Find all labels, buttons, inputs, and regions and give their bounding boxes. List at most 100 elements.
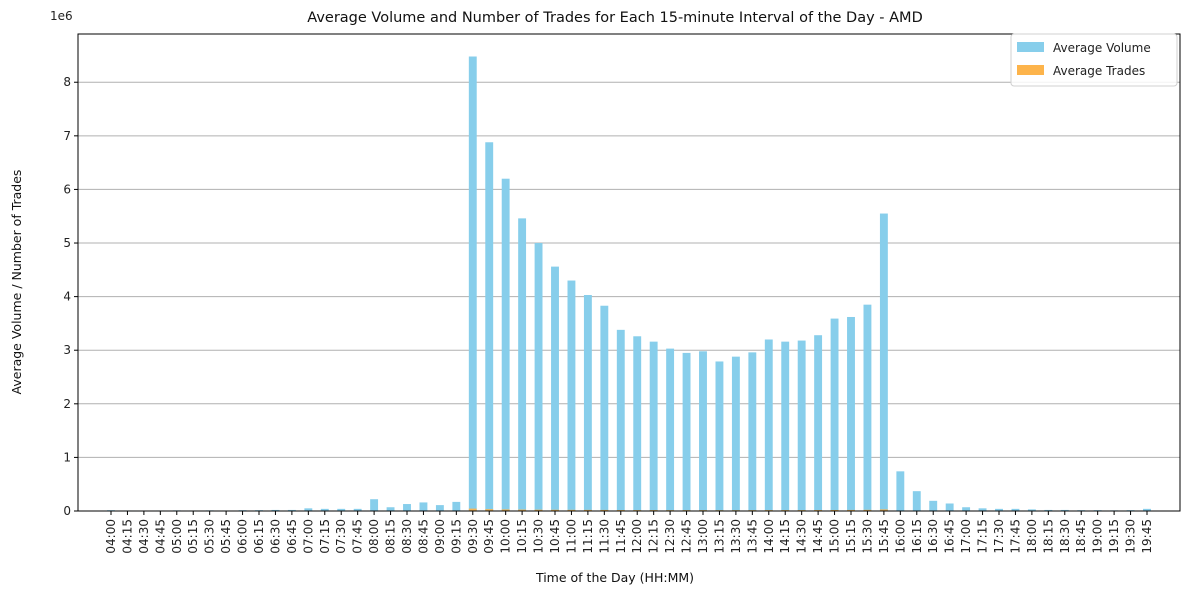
x-tick-label: 19:15 <box>1107 519 1121 554</box>
bar-average-trades <box>847 509 855 511</box>
bar-average-volume <box>583 295 592 511</box>
bar-average-volume <box>452 501 461 511</box>
bar-average-volume <box>616 329 625 511</box>
x-tick-label: 09:30 <box>466 519 480 554</box>
x-tick-label: 07:45 <box>351 519 365 554</box>
bar-average-volume <box>1143 508 1151 511</box>
bar-average-volume <box>649 341 658 511</box>
bar-average-trades <box>534 509 543 511</box>
x-tick-label: 11:45 <box>614 519 628 554</box>
x-tick-label: 09:00 <box>433 519 447 554</box>
x-tick-label: 04:45 <box>153 519 167 554</box>
bar-average-volume <box>1027 509 1036 511</box>
bar-average-volume <box>879 213 888 512</box>
x-tick-label: 07:00 <box>301 519 315 554</box>
x-tick-label: 10:45 <box>548 519 562 554</box>
x-tick-label: 14:00 <box>762 519 776 554</box>
x-tick-label: 17:45 <box>1008 519 1022 554</box>
x-tick-label: 07:30 <box>334 519 348 554</box>
grid-lines <box>78 81 1180 512</box>
y-axis-scale-note: 1e6 <box>50 9 73 23</box>
x-tick-label: 17:00 <box>959 519 973 554</box>
bar-average-volume <box>715 361 724 511</box>
bar-average-volume <box>419 502 428 511</box>
legend-label-average-trades: Average Trades <box>1053 64 1145 78</box>
bar-average-volume <box>1011 508 1020 511</box>
x-tick-label: 19:45 <box>1140 519 1154 554</box>
bar-average-volume <box>682 352 691 511</box>
bar-average-volume <box>370 499 379 511</box>
x-tick-label: 10:15 <box>515 519 529 554</box>
bar-average-volume <box>995 508 1003 511</box>
x-tick-label: 12:30 <box>663 519 677 554</box>
x-tick-label: 08:00 <box>367 519 381 554</box>
x-tick-label: 18:30 <box>1058 519 1072 554</box>
x-tick-label: 13:15 <box>712 519 726 554</box>
x-tick-label: 08:30 <box>400 519 414 554</box>
x-tick-label: 12:00 <box>630 519 644 554</box>
x-tick-label: 18:15 <box>1041 519 1055 554</box>
x-tick-label: 05:30 <box>203 519 217 554</box>
bar-average-volume <box>929 500 938 511</box>
x-tick-label: 06:30 <box>268 519 282 554</box>
x-tick-label: 16:15 <box>910 519 924 554</box>
legend-swatch-average-volume <box>1017 42 1044 52</box>
legend: Average Volume Average Trades <box>1010 33 1178 87</box>
x-tick-label: 15:30 <box>860 519 874 554</box>
bar-average-trades <box>518 509 527 511</box>
x-tick-label: 11:30 <box>597 519 611 554</box>
x-tick-label: 16:45 <box>943 519 957 554</box>
x-tick-label: 19:30 <box>1124 519 1138 554</box>
x-tick-label: 05:00 <box>170 519 184 554</box>
bar-average-volume <box>830 318 839 511</box>
bar-average-volume <box>501 178 510 511</box>
x-tick-label: 09:15 <box>449 519 463 554</box>
x-tick-label: 14:15 <box>778 519 792 554</box>
y-axis-label: Average Volume / Number of Trades <box>9 170 24 395</box>
bar-average-volume <box>1044 509 1053 511</box>
bar-average-volume <box>386 507 395 511</box>
y-tick-label: 5 <box>63 236 71 250</box>
x-tick-label: 12:15 <box>647 519 661 554</box>
x-tick-label: 08:45 <box>416 519 430 554</box>
bar-average-trades <box>468 508 477 511</box>
bar-average-volume <box>435 505 444 511</box>
x-tick-label: 13:00 <box>696 519 710 554</box>
legend-label-average-volume: Average Volume <box>1053 41 1151 55</box>
bar-average-trades <box>551 509 559 511</box>
x-tick-label: 06:45 <box>285 519 299 554</box>
bar-average-volume <box>271 509 280 511</box>
bar-average-volume <box>912 491 921 511</box>
bar-average-volume <box>337 508 346 511</box>
bar-average-volume <box>863 304 872 511</box>
x-tick-label: 18:00 <box>1025 519 1039 554</box>
bar-average-volume <box>518 218 527 512</box>
x-tick-label: 15:00 <box>828 519 842 554</box>
bar-average-volume <box>485 142 494 511</box>
x-tick-label: 08:15 <box>384 519 398 554</box>
bar-average-trades <box>879 509 888 511</box>
x-tick-label: 16:00 <box>893 519 907 554</box>
x-tick-label: 14:45 <box>811 519 825 554</box>
x-tick-label: 13:45 <box>745 519 759 554</box>
x-tick-label: 13:30 <box>729 519 743 554</box>
bar-average-volume <box>534 243 543 512</box>
chart-title: Average Volume and Number of Trades for … <box>307 10 923 26</box>
bar-average-volume <box>403 504 411 511</box>
x-tick-label: 17:30 <box>992 519 1006 554</box>
bar-average-trades <box>600 509 609 511</box>
x-tick-label: 11:00 <box>564 519 578 554</box>
y-tick-label: 6 <box>63 182 71 196</box>
x-tick-label: 15:15 <box>844 519 858 554</box>
x-tick-label: 14:30 <box>795 519 809 554</box>
x-tick-label: 04:30 <box>137 519 151 554</box>
bar-average-volume <box>847 316 855 511</box>
bar-average-volume <box>600 305 609 511</box>
x-tick-label: 18:45 <box>1074 519 1088 554</box>
y-tick-label: 4 <box>63 290 71 304</box>
bar-average-trades <box>567 509 576 511</box>
bar-average-volume <box>287 509 296 511</box>
x-tick-label: 04:15 <box>120 519 134 554</box>
bar-average-volume <box>468 56 477 512</box>
